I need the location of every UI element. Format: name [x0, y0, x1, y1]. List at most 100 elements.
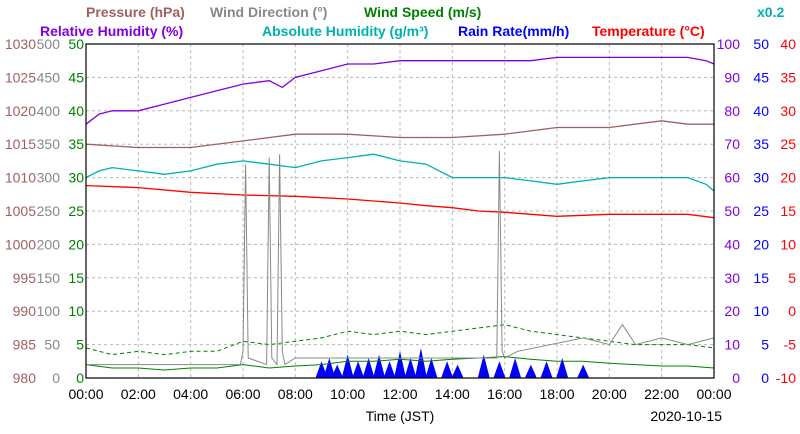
rain-rate-tick-label: 15 — [753, 270, 769, 286]
rain-rate-spike — [352, 361, 365, 378]
x-tick-label: 22:00 — [644, 386, 679, 402]
pressure-tick-label: 985 — [13, 337, 37, 353]
temperature-tick-label: 35 — [780, 69, 796, 85]
x-tick-label: 02:00 — [121, 386, 156, 402]
wind-direction-tick-label: 350 — [37, 136, 61, 152]
relative-humidity-tick-label: 0 — [732, 370, 740, 386]
relative-humidity-tick-label: 80 — [724, 103, 740, 119]
rain-rate-spike — [323, 357, 336, 378]
x-tick-label: 10:00 — [330, 386, 365, 402]
temperature-tick-label: 20 — [780, 170, 796, 186]
rain-rate-spike — [477, 354, 490, 378]
wind-speed-tick-label: 15 — [68, 270, 84, 286]
relative-humidity-tick-label: 10 — [724, 337, 740, 353]
wind-direction-tick-label: 50 — [44, 337, 60, 353]
temperature-tick-label: 30 — [780, 103, 796, 119]
relative-humidity-tick-label: 70 — [724, 136, 740, 152]
wind-direction-line — [86, 150, 715, 367]
relative-humidity-line — [85, 56, 715, 125]
rain-rate-spike — [556, 357, 569, 378]
scale-note: x0.2 — [757, 4, 784, 20]
rain-rate-spike — [451, 364, 464, 378]
rain-rate-spike — [373, 354, 386, 378]
x-tick-label: 18:00 — [539, 386, 574, 402]
temperature-tick-label: -5 — [784, 337, 797, 353]
wind-direction-tick-label: 0 — [52, 370, 60, 386]
x-tick-label: 14:00 — [435, 386, 470, 402]
temperature-tick-label: 10 — [780, 236, 796, 252]
temperature-tick-label: 0 — [788, 303, 796, 319]
rain-rate-tick-label: 5 — [761, 337, 769, 353]
temperature-line — [85, 184, 715, 219]
wind-speed-tick-label: 25 — [68, 203, 84, 219]
pressure-tick-label: 1015 — [5, 136, 36, 152]
wind-direction-tick-label: 100 — [37, 303, 61, 319]
wind-speed-tick-label: 0 — [76, 370, 84, 386]
x-tick-label: 20:00 — [592, 386, 627, 402]
rain-rate-spike — [331, 364, 344, 378]
rain-rate-spike — [315, 361, 328, 378]
rain-rate-spike — [383, 361, 396, 378]
relative-humidity-tick-label: 30 — [724, 270, 740, 286]
pressure-tick-label: 1000 — [5, 236, 36, 252]
relative-humidity-tick-label: 100 — [717, 36, 741, 52]
rain-rate-tick-label: 50 — [753, 36, 769, 52]
series-lines — [85, 56, 715, 371]
x-tick-label: 04:00 — [173, 386, 208, 402]
rain-rate-spike — [404, 357, 417, 378]
absolute-humidity-line — [85, 153, 715, 192]
rain-rate-spike — [394, 351, 406, 378]
temperature-tick-label: -10 — [776, 370, 796, 386]
pressure-tick-label: 995 — [13, 270, 37, 286]
rain-rate-spike — [341, 354, 354, 378]
legend-relative-humidity: Relative Humidity (%) — [40, 23, 183, 39]
rain-rate-tick-label: 35 — [753, 136, 769, 152]
rain-rate-tick-label: 10 — [753, 303, 769, 319]
wind-direction-tick-label: 150 — [37, 270, 61, 286]
rain-rate-tick-label: 20 — [753, 236, 769, 252]
rain-rate-tick-label: 45 — [753, 69, 769, 85]
relative-humidity-tick-label: 40 — [724, 236, 740, 252]
rain-rate-spike — [509, 357, 522, 378]
legend-absolute-humidity: Absolute Humidity (g/m³) — [262, 23, 428, 39]
wind-speed-tick-label: 5 — [76, 337, 84, 353]
rain-rate-tick-label: 40 — [753, 103, 769, 119]
rain-rate-spike — [493, 361, 506, 378]
pressure-tick-label: 1005 — [5, 203, 36, 219]
rain-rate-spike — [414, 347, 427, 378]
relative-humidity-tick-label: 50 — [724, 203, 740, 219]
rain-rate-spike — [362, 357, 375, 378]
relative-humidity-tick-label: 20 — [724, 303, 740, 319]
wind-speed-gust-line — [85, 324, 715, 356]
plot-frame — [85, 43, 715, 379]
x-tick-label: 12:00 — [382, 386, 417, 402]
legend-pressure: Pressure (hPa) — [86, 4, 185, 20]
temperature-tick-label: 15 — [780, 203, 796, 219]
wind-direction-tick-label: 400 — [37, 103, 61, 119]
rain-rate-tick-label: 25 — [753, 203, 769, 219]
pressure-tick-label: 1030 — [5, 36, 36, 52]
wind-direction-tick-label: 200 — [37, 236, 61, 252]
legend-wind-speed: Wind Speed (m/s) — [364, 4, 481, 20]
wind-direction-tick-label: 300 — [37, 170, 61, 186]
wind-direction-tick-label: 250 — [37, 203, 61, 219]
x-tick-label: 16:00 — [487, 386, 522, 402]
temperature-tick-label: 5 — [788, 270, 796, 286]
rain-rate-spike — [524, 364, 537, 378]
wind-speed-tick-label: 30 — [68, 170, 84, 186]
relative-humidity-tick-label: 90 — [724, 69, 740, 85]
legend-temperature: Temperature (°C) — [592, 23, 705, 39]
temperature-tick-label: 40 — [780, 36, 796, 52]
rain-rate-spike — [540, 361, 553, 378]
legend-wind-direction: Wind Direction (°) — [210, 4, 327, 20]
pressure-tick-label: 1020 — [5, 103, 36, 119]
wind-speed-tick-label: 40 — [68, 103, 84, 119]
wind-speed-tick-label: 35 — [68, 136, 84, 152]
rain-rate-spike — [425, 357, 438, 378]
relative-humidity-tick-label: 60 — [724, 170, 740, 186]
legend-rain-rate: Rain Rate(mm/h) — [458, 23, 569, 39]
wind-direction-tick-label: 500 — [37, 36, 61, 52]
rain-rate-tick-label: 30 — [753, 170, 769, 186]
rain-rate-area — [315, 347, 590, 378]
